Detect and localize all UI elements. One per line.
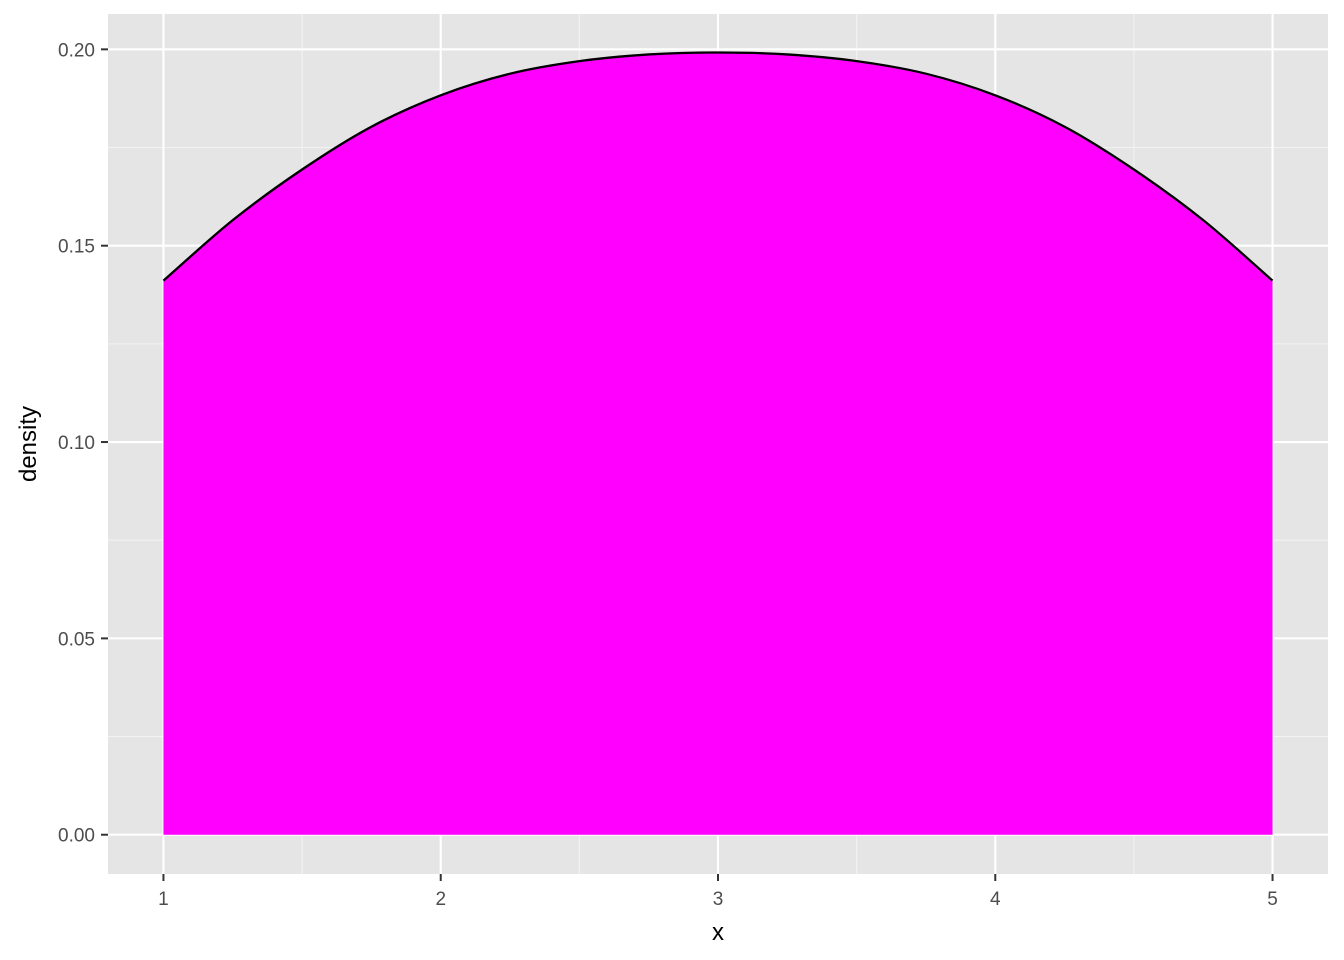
x-tick-label: 5 [1267, 889, 1278, 910]
density-area [163, 52, 1273, 835]
y-tick-label: 0.05 [58, 629, 95, 650]
y-tick-label: 0.00 [58, 826, 95, 847]
x-axis-title: x [712, 919, 724, 946]
x-tick-label: 4 [990, 889, 1001, 910]
x-tick-label: 1 [158, 889, 169, 910]
y-tick-label: 0.20 [58, 40, 95, 61]
x-axis: 1 2 3 4 5 [158, 874, 1278, 910]
density-line [162, 51, 1274, 282]
y-tick-label: 0.15 [58, 237, 95, 258]
y-axis-title: density [15, 406, 42, 482]
y-tick-label: 0.10 [58, 433, 95, 454]
x-tick-label: 2 [435, 889, 446, 910]
y-axis: 0.00 0.05 0.10 0.15 0.20 [58, 40, 108, 847]
x-tick-label: 3 [713, 889, 724, 910]
